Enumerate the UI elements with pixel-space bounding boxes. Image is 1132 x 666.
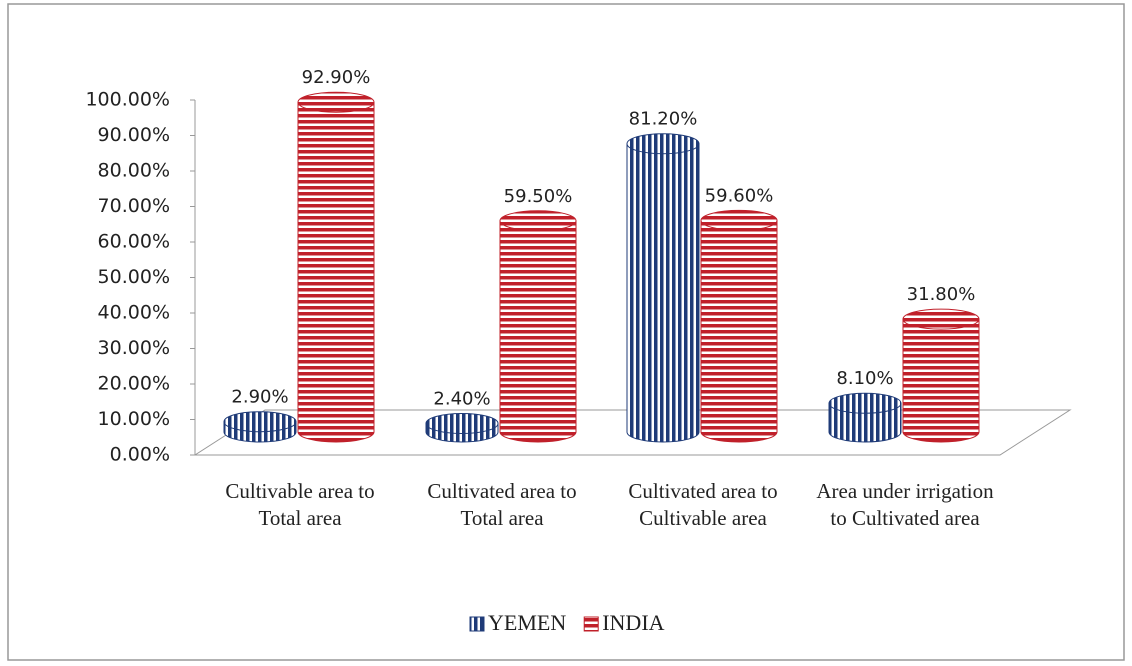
- cylinder-top: [828, 392, 902, 414]
- value-label: 8.10%: [836, 368, 893, 389]
- cylinder-top: [902, 308, 980, 330]
- y-tick-label: 0.00%: [110, 444, 170, 466]
- cylinder-top: [626, 133, 700, 155]
- x-tick-label: Cultivated area to Total area: [427, 479, 577, 530]
- y-tick-label: 40.00%: [98, 302, 170, 324]
- value-label: 2.90%: [231, 387, 288, 408]
- legend-swatch: [469, 616, 485, 632]
- cylinder-top: [499, 210, 577, 232]
- y-tick-label: 100.00%: [85, 89, 170, 111]
- cylinder-body: [499, 220, 577, 443]
- value-label: 31.80%: [907, 284, 976, 305]
- y-tick-label: 70.00%: [98, 195, 170, 217]
- y-tick-label: 20.00%: [98, 373, 170, 395]
- y-tick-label: 10.00%: [98, 408, 170, 430]
- cylinder-body: [828, 402, 902, 443]
- value-label: 2.40%: [433, 388, 490, 409]
- y-tick-label: 80.00%: [98, 160, 170, 182]
- frame: [7, 3, 1125, 661]
- cylinder-body: [297, 101, 375, 443]
- value-label: 59.60%: [705, 185, 774, 206]
- cylinder-top: [700, 209, 778, 231]
- cylinder-top: [297, 91, 375, 113]
- cylinder-body: [626, 143, 700, 443]
- cylinder-top: [223, 411, 297, 433]
- y-tick-label: 50.00%: [98, 266, 170, 288]
- y-tick-label: 60.00%: [98, 231, 170, 253]
- cylinder-body: [902, 318, 980, 443]
- value-label: 81.20%: [629, 109, 698, 130]
- value-label: 59.50%: [504, 186, 573, 207]
- legend-label: INDIA: [602, 610, 664, 635]
- cylinder-top: [425, 412, 499, 434]
- x-tick-label: Cultivated area to Cultivable area: [628, 479, 778, 530]
- cylinder-body: [700, 219, 778, 443]
- value-label: 92.90%: [302, 67, 371, 88]
- y-tick-label: 30.00%: [98, 337, 170, 359]
- y-tick-label: 90.00%: [98, 124, 170, 146]
- legend-label: YEMEN: [488, 610, 566, 635]
- x-tick-label: Cultivable area to Total area: [225, 479, 375, 530]
- legend-swatch: [583, 616, 599, 632]
- x-tick-label: Area under irrigation to Cultivated area: [816, 479, 994, 530]
